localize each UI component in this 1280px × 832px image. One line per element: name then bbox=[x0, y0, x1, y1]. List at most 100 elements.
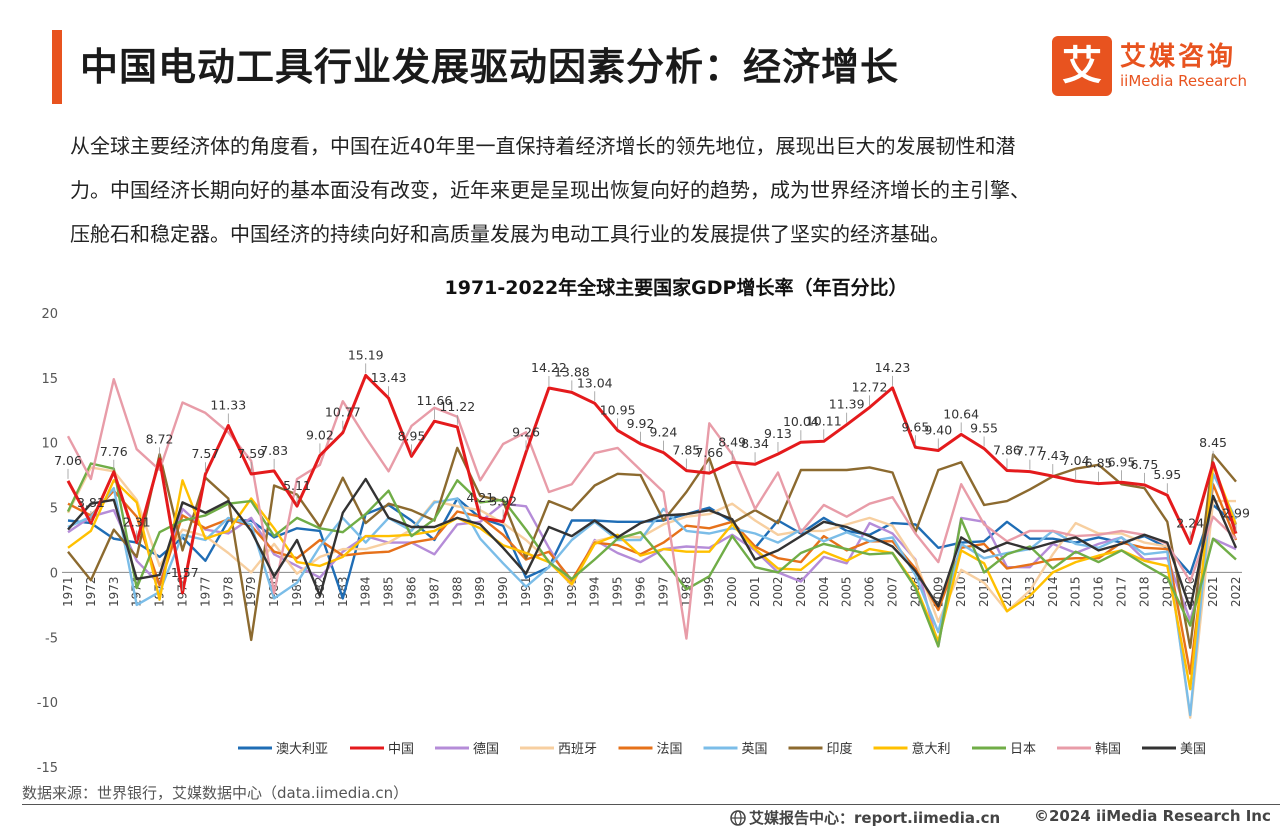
data-label: 10.11 bbox=[806, 413, 842, 428]
data-label: 14.22 bbox=[531, 360, 567, 375]
data-label: 14.23 bbox=[875, 360, 911, 375]
data-label: 9.24 bbox=[650, 425, 678, 440]
x-tick-label: 1990 bbox=[496, 576, 510, 607]
x-tick-label: 2015 bbox=[1069, 576, 1083, 607]
x-tick-label: 2004 bbox=[817, 576, 831, 607]
data-label: -1.57 bbox=[166, 565, 198, 580]
copyright: ©2024 iiMedia Research Inc bbox=[1034, 807, 1271, 825]
series-line-2 bbox=[67, 502, 1237, 648]
x-tick-label: 1986 bbox=[405, 576, 419, 607]
legend-label: 美国 bbox=[1180, 742, 1206, 757]
data-label: 6.75 bbox=[1130, 457, 1158, 472]
legend-label: 韩国 bbox=[1095, 742, 1121, 757]
report-center-link[interactable]: 艾媒报告中心：report.iimedia.cn bbox=[730, 807, 1000, 828]
x-tick-label: 2022 bbox=[1229, 576, 1243, 607]
data-label: 7.04 bbox=[1062, 453, 1090, 468]
x-tick-label: 2000 bbox=[725, 576, 739, 607]
x-tick-label: 1973 bbox=[107, 576, 121, 607]
data-label: 8.95 bbox=[398, 428, 426, 443]
data-label: 7.83 bbox=[260, 443, 288, 458]
data-label: 9.26 bbox=[512, 424, 540, 439]
x-tick-label: 1987 bbox=[427, 576, 441, 607]
series-line-8 bbox=[66, 462, 1237, 648]
data-label: 10.64 bbox=[943, 406, 979, 421]
data-label: 9.65 bbox=[901, 419, 929, 434]
y-tick-label: 5 bbox=[50, 502, 58, 517]
description: 从全球主要经济体的角度看，中国在近40年里一直保持着经济增长的领先地位，展现出巨… bbox=[70, 124, 1230, 256]
data-label: 9.92 bbox=[627, 416, 655, 431]
x-tick-label: 1971 bbox=[61, 576, 75, 607]
x-tick-label: 1977 bbox=[198, 576, 212, 607]
data-label: 10.04 bbox=[783, 414, 819, 429]
data-label: 10.77 bbox=[325, 405, 361, 420]
data-label: 7.66 bbox=[695, 445, 723, 460]
x-tick-label: 2007 bbox=[885, 576, 899, 607]
legend-label: 日本 bbox=[1010, 742, 1036, 757]
legend-label: 中国 bbox=[388, 742, 414, 757]
series-line-1 bbox=[66, 373, 1238, 595]
data-label: 7.77 bbox=[1016, 444, 1044, 459]
x-tick-label: 1997 bbox=[656, 576, 670, 607]
data-label: 5.95 bbox=[1153, 467, 1181, 482]
legend-label: 英国 bbox=[742, 742, 768, 757]
legend-label: 法国 bbox=[657, 742, 683, 757]
y-tick-label: 0 bbox=[50, 566, 58, 581]
data-label: 7.85 bbox=[672, 443, 700, 458]
data-label: 8.72 bbox=[146, 431, 174, 446]
y-tick-label: -10 bbox=[37, 696, 58, 711]
y-tick-label: 10 bbox=[41, 437, 58, 452]
x-tick-label: 2016 bbox=[1092, 576, 1106, 607]
x-tick-label: 2006 bbox=[863, 576, 877, 607]
series-line-9 bbox=[66, 378, 1237, 640]
y-tick-label: -5 bbox=[45, 631, 58, 646]
chart-title: 1971-2022年全球主要国家GDP增长率（年百分比） bbox=[445, 276, 908, 299]
data-label: 2.99 bbox=[1222, 506, 1250, 521]
x-tick-label: 1996 bbox=[634, 576, 648, 607]
x-tick-label: 2003 bbox=[794, 576, 808, 607]
x-tick-label: 2001 bbox=[748, 576, 762, 607]
x-tick-label: 2005 bbox=[840, 576, 854, 607]
data-label: 3.92 bbox=[489, 494, 517, 509]
data-label: 6.95 bbox=[1108, 454, 1136, 469]
globe-icon bbox=[730, 810, 746, 826]
x-tick-label: 1979 bbox=[244, 576, 258, 607]
x-tick-label: 1993 bbox=[565, 576, 579, 607]
x-tick-label: 2011 bbox=[977, 576, 991, 607]
data-label: 5.11 bbox=[283, 478, 311, 493]
data-label: 7.76 bbox=[100, 444, 128, 459]
data-label: 7.59 bbox=[237, 446, 265, 461]
data-label: 9.02 bbox=[306, 427, 334, 442]
data-label: 11.33 bbox=[210, 397, 246, 412]
brand-logo: 艾 艾媒咨询 iiMedia Research bbox=[1052, 34, 1266, 98]
data-label: 4.21 bbox=[466, 490, 494, 505]
report-center-text: 艾媒报告中心：report.iimedia.cn bbox=[749, 809, 1001, 827]
series-line-4 bbox=[67, 483, 1238, 675]
data-label: 13.04 bbox=[577, 375, 613, 390]
description-line: 从全球主要经济体的角度看，中国在近40年里一直保持着经济增长的领先地位，展现出巨… bbox=[70, 134, 1016, 158]
x-tick-label: 2018 bbox=[1137, 576, 1151, 607]
x-tick-label: 2002 bbox=[771, 576, 785, 607]
x-tick-label: 1985 bbox=[382, 576, 396, 607]
x-tick-label: 1978 bbox=[221, 576, 235, 607]
data-label: 8.45 bbox=[1199, 435, 1227, 450]
data-label: 11.66 bbox=[417, 393, 453, 408]
x-tick-label: 1994 bbox=[588, 576, 602, 607]
x-tick-label: 2014 bbox=[1046, 576, 1060, 607]
x-tick-label: 1995 bbox=[611, 576, 625, 607]
data-label: 7.43 bbox=[1039, 448, 1067, 463]
series-line-7 bbox=[67, 463, 1238, 691]
footer-divider bbox=[22, 804, 1280, 805]
x-tick-label: 2012 bbox=[1000, 576, 1014, 607]
legend-label: 西班牙 bbox=[558, 742, 597, 757]
data-source: 数据来源：世界银行，艾媒数据中心（data.iimedia.cn） bbox=[22, 784, 409, 802]
data-label: 7.86 bbox=[993, 442, 1021, 457]
logo-cn-text: 艾媒咨询 bbox=[1120, 42, 1237, 72]
legend-label: 德国 bbox=[473, 742, 499, 757]
title-accent-bar bbox=[52, 30, 62, 104]
data-label: 9.13 bbox=[764, 426, 792, 441]
data-label: 9.55 bbox=[970, 421, 998, 436]
y-tick-label: 20 bbox=[41, 307, 58, 322]
x-tick-label: 1972 bbox=[84, 576, 98, 607]
x-tick-label: 2021 bbox=[1206, 576, 1220, 607]
